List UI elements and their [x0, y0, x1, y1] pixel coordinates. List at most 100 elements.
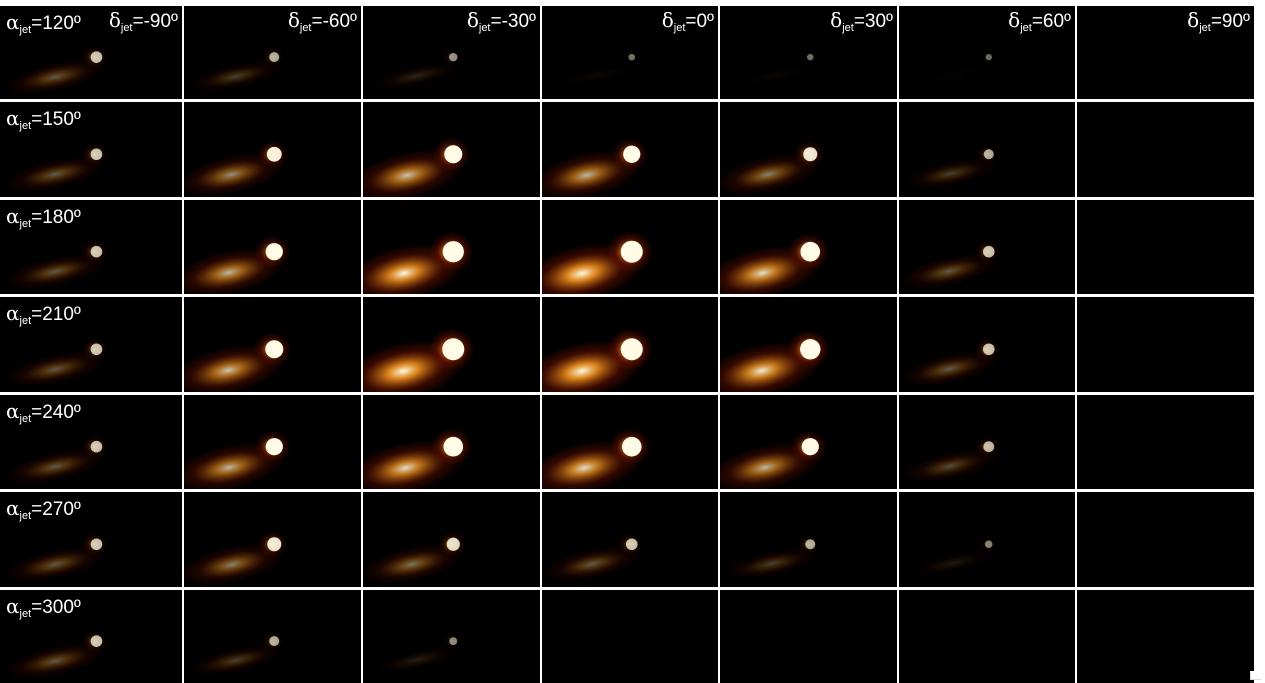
- coma-glow-image: [724, 534, 820, 580]
- comet-image-r3-c4: [720, 297, 897, 392]
- alpha-symbol: α: [6, 106, 20, 130]
- coma-glow-image: [542, 590, 718, 683]
- alpha-symbol: α: [6, 301, 20, 325]
- comet-tail: [908, 549, 998, 577]
- coma-glow-image: [4, 533, 108, 583]
- alpha-symbol: α: [6, 204, 20, 228]
- comet-nucleus: [269, 636, 280, 647]
- comet-image-r0-c4: δjet=30º: [720, 6, 897, 99]
- delta-label: δjet=30º: [830, 10, 893, 34]
- comet-image-r3-c2: [363, 297, 540, 392]
- comet-image-r2-c5: [899, 200, 1075, 294]
- comet-nucleus: [983, 441, 995, 453]
- subscript-jet: jet: [1020, 22, 1032, 34]
- label-value: =-90º: [132, 11, 179, 32]
- label-value: =270º: [31, 499, 81, 520]
- delta-label: δjet=-90º: [109, 10, 178, 34]
- coma-glow-image: [542, 533, 643, 582]
- comet-image-r3-c6: [1077, 297, 1254, 392]
- comet-image-r1-c5: [899, 102, 1075, 197]
- comet-image-r0-c3: δjet=0º: [542, 6, 718, 99]
- delta-symbol: δ: [830, 8, 843, 32]
- comet-nucleus: [983, 149, 994, 160]
- coma-glow-image: [899, 590, 1075, 683]
- delta-label: δjet=0º: [662, 10, 714, 34]
- comet-nucleus: [90, 245, 103, 258]
- comet-tail: [4, 351, 107, 388]
- delta-label: δjet=-30º: [467, 10, 536, 34]
- coma-glow-image: [542, 137, 649, 197]
- comet-nucleus: [265, 340, 284, 359]
- delta-symbol: δ: [1187, 8, 1200, 32]
- comet-nucleus: [449, 52, 458, 62]
- comet-nucleus: [805, 539, 816, 550]
- comet-tail: [720, 153, 821, 196]
- comet-nucleus: [90, 51, 103, 63]
- alpha-symbol: α: [6, 10, 20, 34]
- delta-symbol: δ: [287, 8, 300, 32]
- coma-glow-image: [4, 143, 108, 193]
- coma-glow-image: [1077, 102, 1254, 197]
- coma-glow-image: [184, 430, 291, 489]
- alpha-label: αjet=120º: [6, 12, 81, 36]
- coma-glow-image: [720, 233, 830, 294]
- comet-nucleus: [443, 436, 464, 457]
- comet-nucleus: [621, 436, 642, 457]
- alpha-label: αjet=210º: [6, 303, 81, 327]
- coma-glow-image: [720, 329, 830, 392]
- subscript-jet: jet: [673, 22, 686, 34]
- alpha-symbol: α: [6, 594, 20, 618]
- comet-image-r5-c1: [184, 492, 361, 587]
- comet-nucleus: [800, 339, 821, 360]
- comet-image-r4-c5: [899, 395, 1075, 489]
- delta-symbol: δ: [466, 8, 479, 32]
- comet-tail: [901, 449, 999, 484]
- coma-glow-image: [363, 231, 474, 294]
- comet-tail: [4, 253, 107, 290]
- coma-glow-image: [4, 630, 108, 679]
- comet-image-r3-c3: [542, 297, 718, 392]
- label-value: =180º: [31, 207, 81, 228]
- coma-glow-image: [899, 338, 1000, 387]
- comet-nucleus: [90, 343, 103, 356]
- comet-nucleus: [442, 241, 464, 263]
- comet-image-r1-c0: αjet=150º: [0, 102, 182, 197]
- coma-glow-image: [363, 137, 471, 197]
- coma-glow-image: [363, 428, 473, 489]
- comet-image-r5-c2: [363, 492, 540, 587]
- comet-image-r4-c0: αjet=240º: [0, 395, 182, 489]
- coma-glow-image: [363, 328, 475, 392]
- comet-image-r4-c6: [1077, 395, 1254, 489]
- coma-glow-image: [720, 590, 897, 683]
- resize-corner-icon: [1250, 671, 1261, 680]
- coma-glow-image: [1077, 297, 1254, 392]
- comet-image-r5-c5: [899, 492, 1075, 587]
- subscript-jet: jet: [19, 24, 32, 36]
- label-value: =240º: [31, 402, 81, 423]
- comet-nucleus: [266, 146, 282, 162]
- delta-label: δjet=-60º: [288, 10, 357, 34]
- comet-image-r1-c6: [1077, 102, 1254, 197]
- comet-tail: [553, 63, 641, 88]
- comet-nucleus: [985, 53, 992, 61]
- coma-glow-image: [720, 140, 824, 196]
- comet-image-r6-c5: [899, 590, 1075, 683]
- comet-image-r1-c1: [184, 102, 361, 197]
- comet-tail: [184, 152, 285, 197]
- coma-glow-image: [371, 633, 463, 674]
- comet-nucleus: [90, 148, 103, 161]
- comet-image-r6-c1: [184, 590, 361, 683]
- comet-tail: [899, 253, 999, 290]
- comet-image-r2-c6: [1077, 200, 1254, 294]
- comet-nucleus: [984, 540, 993, 549]
- comet-image-r4-c1: [184, 395, 361, 489]
- coma-glow-image: [903, 144, 999, 190]
- comet-tail: [4, 156, 107, 193]
- comet-tail: [911, 63, 998, 88]
- comet-image-r0-c6: δjet=90º: [1077, 6, 1254, 99]
- subscript-jet: jet: [19, 413, 32, 425]
- comet-nucleus: [625, 538, 638, 551]
- delta-label: δjet=60º: [1008, 10, 1071, 34]
- delta-symbol: δ: [661, 8, 674, 32]
